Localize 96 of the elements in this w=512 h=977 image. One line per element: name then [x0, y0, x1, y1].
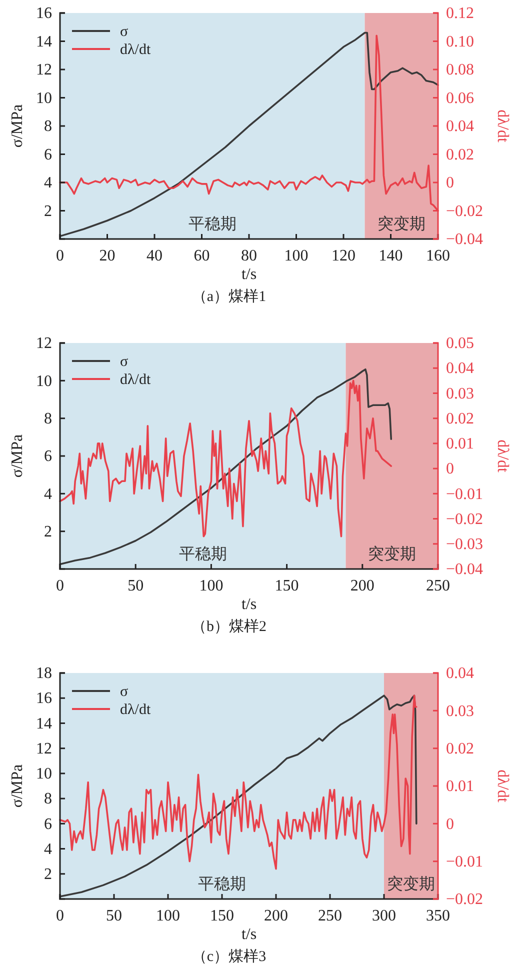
x-axis-title: t/s — [241, 266, 257, 283]
x-axis-title: t/s — [241, 926, 257, 943]
x-tick-label: 0 — [56, 247, 64, 264]
x-tick-label: 50 — [106, 907, 122, 924]
y2-tick-label: 0.01 — [446, 436, 474, 453]
y2-tick-label: 0 — [446, 174, 454, 192]
x-tick-label: 100 — [156, 907, 180, 924]
x-tick-label: 100 — [284, 247, 308, 264]
legend-label: σ — [120, 684, 128, 700]
x-tick-label: 60 — [194, 247, 210, 264]
y-tick-label: 16 — [36, 5, 52, 22]
y-tick-label: 2 — [44, 202, 52, 220]
x-tick-label: 200 — [264, 907, 288, 924]
x-tick-label: 80 — [241, 247, 257, 264]
x-axis-title: t/s — [241, 596, 257, 613]
y-tick-label: 6 — [44, 448, 52, 466]
y2-tick-label: 0.02 — [446, 146, 474, 164]
legend-label: σ — [120, 354, 128, 370]
y2-tick-label: −0.04 — [446, 561, 484, 578]
y-tick-label: 14 — [36, 715, 52, 732]
x-tick-label: 140 — [378, 247, 403, 264]
text: （b）煤样2 — [192, 618, 266, 635]
y2-tick-label: 0.01 — [446, 778, 474, 796]
x-tick-label: 120 — [332, 247, 356, 264]
y-tick-label: 2 — [44, 866, 52, 884]
legend-label: dλ/dt — [120, 372, 152, 388]
y2-tick-label: 0.02 — [446, 410, 474, 428]
y2-tick-label: −0.04 — [446, 231, 484, 248]
x-tick-label: 250 — [426, 577, 450, 594]
band-label: 平稳期 — [198, 875, 246, 893]
y-axis-title: σ/MPa — [9, 104, 26, 148]
y2-tick-label: 0.10 — [446, 33, 474, 50]
x-tick-label: 0 — [56, 577, 64, 594]
y2-tick-label: 0.12 — [446, 5, 474, 22]
y2-tick-label: 0.03 — [446, 385, 474, 402]
y-tick-label: 8 — [44, 410, 52, 428]
legend-label: dλ/dt — [120, 42, 152, 58]
x-tick-label: 0 — [56, 907, 64, 924]
y-tick-label: 6 — [44, 146, 52, 164]
x-tick-label: 200 — [350, 577, 374, 594]
y-tick-label: 4 — [44, 486, 52, 503]
y2-tick-label: −0.02 — [446, 510, 484, 528]
y2-tick-label: 0.04 — [446, 118, 474, 136]
y2-tick-label: 0.04 — [446, 665, 474, 682]
y-tick-label: 18 — [36, 665, 52, 682]
y2-tick-label: 0 — [446, 816, 454, 833]
y-tick-label: 8 — [44, 118, 52, 136]
y2-axis-title: dλ/dt — [494, 110, 511, 143]
y2-tick-label: −0.02 — [446, 891, 484, 908]
y-tick-label: 10 — [36, 90, 52, 107]
x-tick-label: 100 — [199, 577, 224, 594]
y-tick-label: 16 — [36, 690, 52, 708]
y2-tick-label: 0.05 — [446, 335, 474, 352]
band-label: 平稳期 — [188, 215, 236, 233]
x-tick-label: 40 — [146, 247, 162, 264]
y-tick-label: 12 — [36, 62, 52, 79]
y2-tick-label: 0.06 — [446, 90, 474, 107]
x-tick-label: 150 — [210, 907, 234, 924]
x-tick-label: 160 — [426, 247, 450, 264]
legend-label: σ — [120, 24, 128, 40]
y-axis-title: σ/MPa — [9, 764, 26, 808]
y2-tick-label: 0.02 — [446, 740, 474, 758]
y2-tick-label: −0.02 — [446, 202, 484, 220]
y2-tick-label: 0.04 — [446, 360, 474, 378]
y2-axis-title: dλ/dt — [494, 440, 511, 473]
y-tick-label: 12 — [36, 335, 52, 352]
y-tick-label: 4 — [44, 840, 52, 858]
x-tick-label: 350 — [426, 907, 450, 924]
y2-tick-label: 0 — [446, 460, 454, 478]
x-tick-label: 20 — [99, 247, 116, 264]
x-tick-label: 250 — [318, 907, 342, 924]
y2-tick-label: −0.03 — [446, 536, 484, 554]
y-tick-label: 10 — [36, 372, 52, 390]
x-tick-label: 300 — [372, 907, 396, 924]
y-tick-label: 6 — [44, 816, 52, 833]
legend-label: dλ/dt — [120, 702, 152, 718]
x-tick-label: 50 — [128, 577, 144, 594]
band-label: 突变期 — [368, 545, 416, 563]
y2-tick-label: 0.03 — [446, 702, 474, 720]
y-tick-label: 2 — [44, 523, 52, 540]
y2-tick-label: −0.01 — [446, 853, 484, 870]
y-axis-title: σ/MPa — [9, 434, 26, 478]
band-label: 平稳期 — [178, 545, 227, 563]
y2-axis-title: dλ/dt — [494, 770, 511, 803]
y2-tick-label: 0.08 — [446, 62, 474, 79]
band-label: 突变期 — [387, 875, 435, 893]
text: （a）煤样1 — [192, 288, 266, 305]
y-tick-label: 10 — [36, 766, 52, 783]
y-tick-label: 14 — [36, 33, 52, 50]
y-tick-label: 8 — [44, 790, 52, 808]
x-tick-label: 150 — [274, 577, 299, 594]
text: （c）煤样3 — [192, 948, 266, 965]
band-label: 突变期 — [377, 215, 426, 233]
y-tick-label: 4 — [44, 174, 52, 192]
y2-tick-label: −0.01 — [446, 486, 484, 503]
y-tick-label: 12 — [36, 740, 52, 758]
